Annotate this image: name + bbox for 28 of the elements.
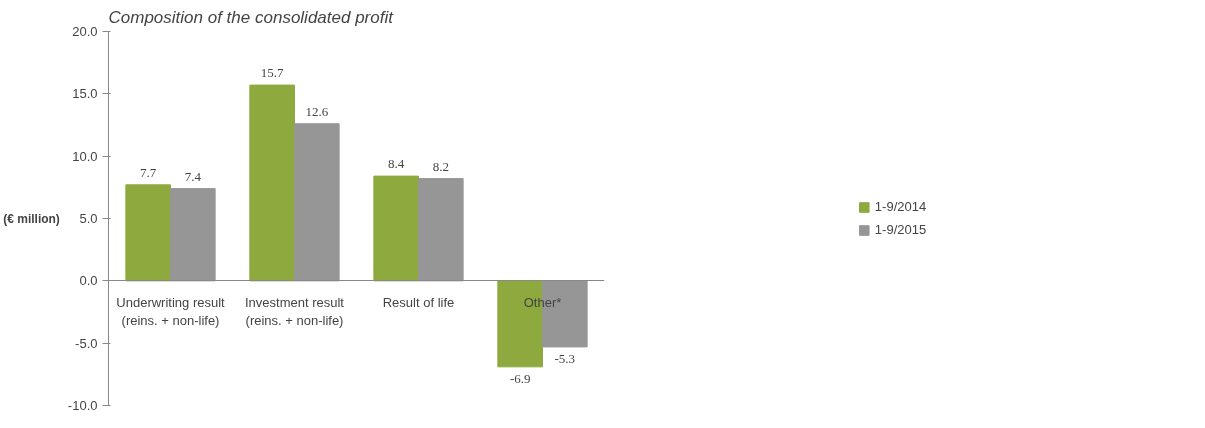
bar <box>418 178 464 282</box>
y-axis-title: (€ million) <box>3 211 60 226</box>
bar <box>294 123 340 282</box>
y-tick-label: 10.0 <box>72 148 98 164</box>
bar <box>249 84 295 282</box>
data-label: -5.3 <box>554 350 576 366</box>
bar <box>373 175 419 282</box>
data-label: 15.7 <box>260 65 285 81</box>
y-tick-label: -5.0 <box>75 335 98 351</box>
y-tick-label: -10.0 <box>67 398 98 413</box>
data-label: 7.7 <box>140 164 157 180</box>
legend-label: 1-9/2015 <box>874 222 927 237</box>
data-label: 12.6 <box>305 103 329 119</box>
y-tick-label: 15.0 <box>72 86 98 102</box>
x-tick-label: Result of life <box>382 294 455 310</box>
y-tick-label: 5.0 <box>79 211 98 226</box>
chart-title: Composition of the consolidated profit <box>108 7 395 27</box>
y-tick-label: 0.0 <box>79 273 98 289</box>
legend-label: 1-9/2014 <box>874 199 927 214</box>
data-label: 8.4 <box>388 156 405 172</box>
data-label: 8.2 <box>432 158 449 174</box>
y-tick-label: 20.0 <box>72 24 98 39</box>
bar <box>170 188 216 282</box>
x-tick-label: Investment result (reins. + non-life) <box>245 294 345 328</box>
data-label: -6.9 <box>509 370 531 386</box>
x-tick-label: Underwriting result (reins. + non-life) <box>116 294 226 328</box>
data-label: 7.4 <box>184 168 202 184</box>
bar <box>125 184 171 282</box>
